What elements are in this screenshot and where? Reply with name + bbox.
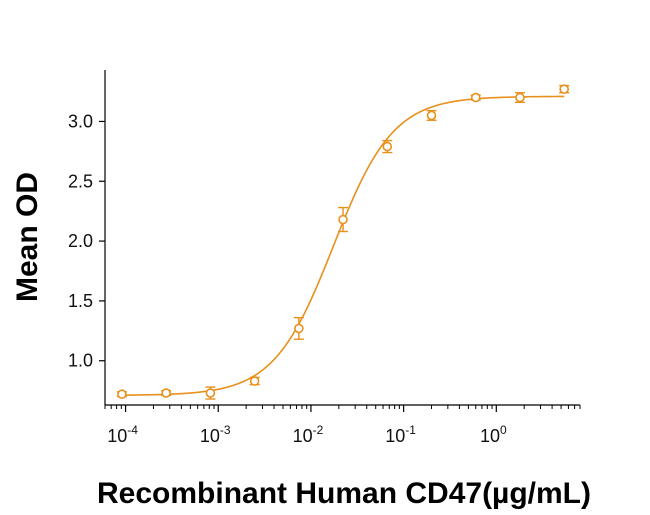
plot-area <box>116 84 570 400</box>
x-tick-label: 10-4 <box>107 423 138 446</box>
y-tick-label: 3.0 <box>68 111 93 131</box>
y-tick-label: 2.0 <box>68 231 93 251</box>
data-point <box>161 388 171 398</box>
data-point <box>294 323 304 334</box>
x-tick-label: 10-2 <box>293 423 324 446</box>
y-ticks: 1.0 1.5 2.0 2.5 3.0 <box>68 111 105 371</box>
x-tick-label: 10-3 <box>200 423 231 446</box>
data-point <box>117 389 127 400</box>
data-point <box>382 141 393 152</box>
x-axis-title: Recombinant Human CD47(µg/mL) <box>97 477 591 510</box>
x-tick-label: 100 <box>480 423 507 446</box>
x-axis: 10-4 10-3 10-2 10-1 100 <box>104 404 581 446</box>
fit-curve <box>121 95 565 396</box>
data-point <box>470 92 481 103</box>
y-tick-label: 1.0 <box>68 351 93 371</box>
y-tick-label: 1.5 <box>68 291 93 311</box>
data-point <box>559 84 569 94</box>
data-point <box>426 110 437 121</box>
x-tick-label: 10-1 <box>385 423 416 446</box>
data-point <box>515 92 525 103</box>
data-point <box>249 376 260 386</box>
y-axis: 1.0 1.5 2.0 2.5 3.0 <box>68 70 106 405</box>
data-point <box>338 214 348 225</box>
x-ticks: 10-4 10-3 10-2 10-1 100 <box>104 405 581 446</box>
y-axis-title: Mean OD <box>11 172 44 302</box>
y-tick-label: 2.5 <box>68 171 93 191</box>
data-point <box>205 388 216 398</box>
